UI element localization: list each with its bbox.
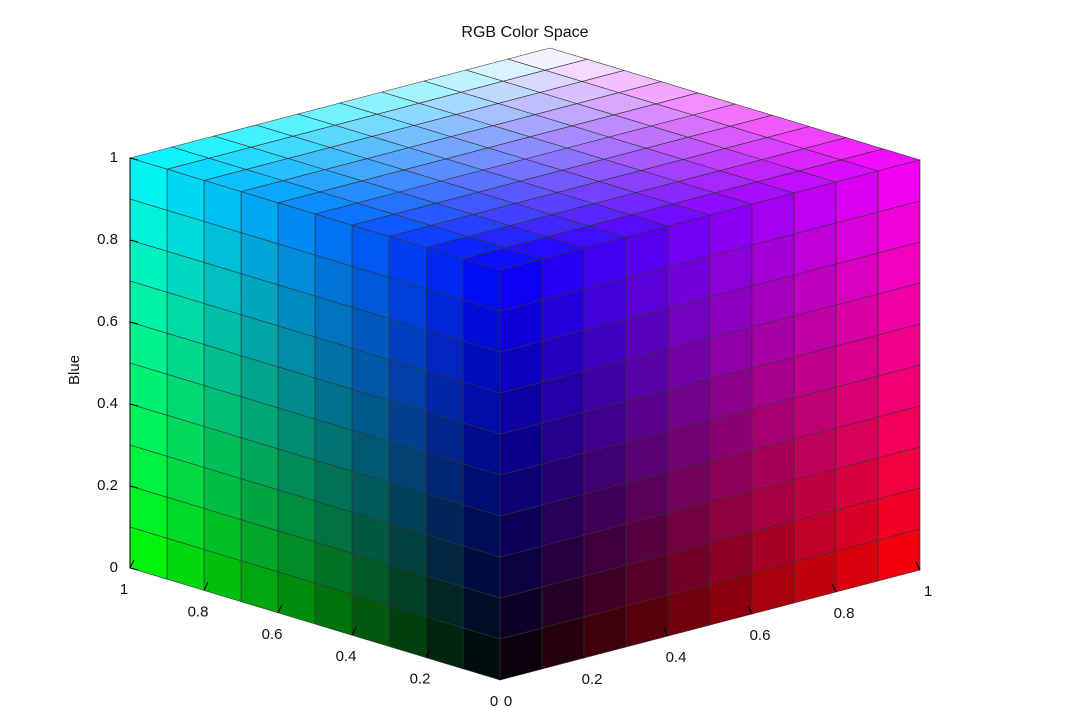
y-tick-label: 0.6 bbox=[262, 626, 283, 643]
cell bbox=[506, 47, 589, 71]
z-tick bbox=[129, 321, 139, 325]
x-tick bbox=[579, 649, 585, 659]
y-tick-label: 0.2 bbox=[410, 671, 431, 688]
y-tick-label: 0.4 bbox=[336, 648, 357, 665]
x-tick-label: 0.2 bbox=[582, 671, 603, 688]
y-tick-label: 0 bbox=[490, 693, 498, 709]
z-tick bbox=[129, 485, 139, 489]
z-tick-label: 0.2 bbox=[97, 477, 118, 494]
z-tick-label: 0.4 bbox=[97, 395, 118, 412]
z-tick bbox=[129, 403, 139, 407]
x-tick-label: 0 bbox=[504, 693, 512, 709]
x-tick bbox=[831, 583, 837, 593]
cell bbox=[877, 159, 921, 213]
z-tick-label: 0.8 bbox=[97, 231, 118, 248]
y-tick bbox=[499, 671, 505, 681]
x-tick bbox=[915, 561, 921, 571]
y-tick-label: 1 bbox=[120, 581, 128, 598]
z-tick bbox=[129, 567, 139, 571]
y-tick bbox=[277, 604, 283, 614]
x-tick bbox=[747, 605, 753, 615]
x-tick bbox=[663, 627, 669, 637]
z-tick-label: 0 bbox=[110, 559, 118, 576]
z-tick-label: 0.6 bbox=[97, 313, 118, 330]
z-tick-label: 1 bbox=[110, 149, 118, 166]
z-tick bbox=[129, 157, 139, 161]
z-tick bbox=[129, 239, 139, 243]
y-tick bbox=[351, 626, 357, 636]
y-tick bbox=[129, 559, 135, 569]
z-axis-label: Blue bbox=[66, 355, 83, 385]
y-tick bbox=[203, 582, 209, 591]
x-tick bbox=[495, 671, 501, 681]
x-tick-label: 0.4 bbox=[666, 649, 687, 666]
x-tick-label: 1 bbox=[924, 583, 932, 600]
x-tick-label: 0.8 bbox=[834, 605, 855, 622]
y-tick bbox=[425, 649, 431, 658]
y-tick-label: 0.8 bbox=[188, 603, 209, 620]
chart-title: RGB Color Space bbox=[461, 24, 588, 41]
x-tick-label: 0.6 bbox=[750, 627, 771, 644]
